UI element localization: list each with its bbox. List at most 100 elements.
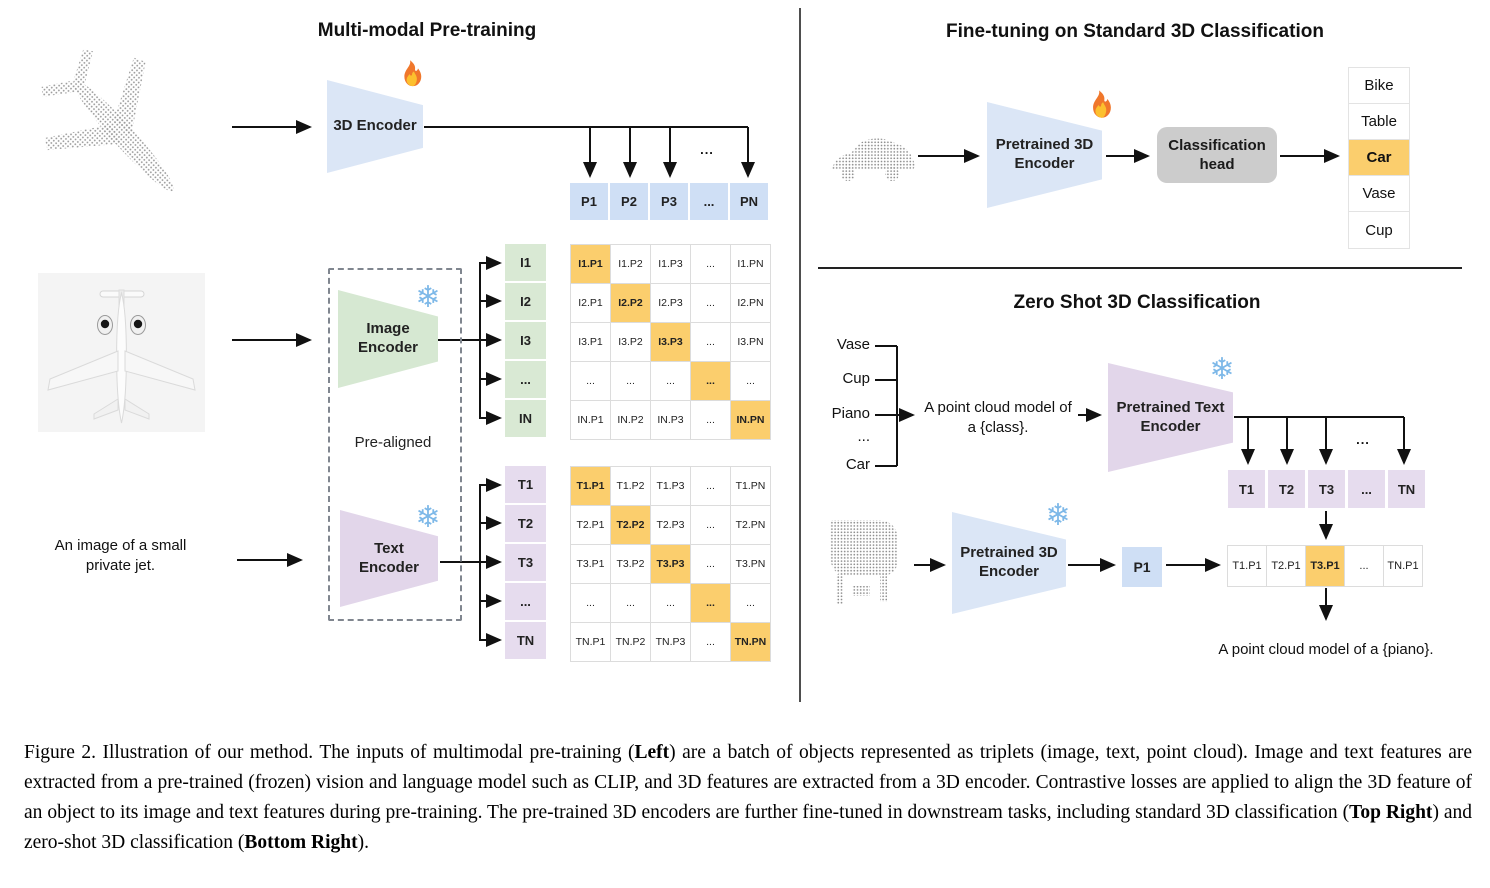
zeroshot-class-ellipsis: ...: [857, 428, 870, 445]
airplane-image: [38, 273, 205, 432]
point-feature-cell: P3: [650, 183, 688, 220]
text-point-similarity-matrix: T1.P1 T1.P2 T1.P3... T1.PN T2.P1 T2.P2 T2.P3..…: [570, 466, 771, 662]
similarity-matrix-cell: I3.P3: [651, 323, 690, 361]
class-list-item: Cup: [1349, 212, 1409, 248]
zeroshot-similarity-row: T1.P1 T2.P1 T3.P1... TN.P1: [1227, 545, 1423, 587]
text-feature-column: T1 T2 T3... TN: [505, 466, 546, 659]
similarity-matrix-cell: ...: [611, 362, 650, 400]
similarity-matrix-cell: T2.PN: [731, 506, 770, 544]
similarity-matrix-cell: ...: [691, 467, 730, 505]
similarity-matrix-cell: ...: [651, 362, 690, 400]
image-feature-column: I1 I2 I3... IN: [505, 244, 546, 437]
similarity-matrix-cell: ...: [691, 362, 730, 400]
similarity-matrix-cell: ...: [691, 506, 730, 544]
zeroshot-class-vase: Vase: [836, 336, 870, 353]
similarity-matrix-cell: I1.P1: [571, 245, 610, 283]
zeroshot-text-feature-row: T1 T2 T3... TN: [1228, 470, 1425, 508]
text-feature-cell: T1: [505, 466, 546, 503]
pretraining-title: Multi-modal Pre-training: [317, 20, 537, 41]
point-feature-cell: ...: [690, 183, 728, 220]
similarity-matrix-cell: I2.P1: [571, 284, 610, 322]
zeroshot-class-cup: Cup: [842, 370, 870, 387]
piano-point-cloud: [830, 520, 898, 604]
similarity-matrix-cell: I3.P1: [571, 323, 610, 361]
similarity-matrix-cell: I1.P3: [651, 245, 690, 283]
similarity-cell: TN.P1: [1384, 546, 1422, 586]
airplane-point-cloud: [41, 49, 174, 192]
similarity-matrix-cell: T3.P3: [651, 545, 690, 583]
zeroshot-result-text: A point cloud model of a {piano}.: [1218, 641, 1434, 658]
point-feature-cell: P1: [570, 183, 608, 220]
text-feature-cell: T3: [505, 544, 546, 581]
car-point-cloud: [830, 138, 915, 181]
similarity-matrix-cell: ...: [691, 323, 730, 361]
point-feature-row: P1 P2 P3... PN: [570, 183, 768, 220]
zeroshot-text-feature-cell: T2: [1268, 470, 1305, 508]
similarity-matrix-cell: T1.P1: [571, 467, 610, 505]
class-list-item: Vase: [1349, 176, 1409, 212]
text-feature-cell: T2: [505, 505, 546, 542]
arrow-ellipsis: ...: [1356, 432, 1370, 447]
classification-head: Classification head: [1157, 127, 1277, 183]
arrow-ellipsis: ...: [700, 142, 714, 157]
similarity-cell: T1.P1: [1228, 546, 1266, 586]
similarity-matrix-cell: I2.P3: [651, 284, 690, 322]
image-feature-cell: ...: [505, 361, 546, 398]
text-encoder-label: Text Encoder: [358, 539, 419, 576]
image-point-similarity-matrix: I1.P1 I1.P2 I1.P3... I1.PN I2.P1 I2.P2 I2.P3..…: [570, 244, 771, 440]
zeroshot-title: Zero Shot 3D Classification: [1013, 292, 1261, 313]
zeroshot-class-car: Car: [845, 456, 870, 473]
point-feature-cell: P2: [610, 183, 648, 220]
point-feature-p1: P1: [1122, 547, 1162, 587]
similarity-matrix-cell: T3.P2: [611, 545, 650, 583]
zeroshot-text-feature-cell: T3: [1308, 470, 1345, 508]
similarity-matrix-cell: I2.PN: [731, 284, 770, 322]
similarity-matrix-cell: ...: [731, 584, 770, 622]
snowflake-icon: ❄: [415, 501, 441, 534]
class-list-item: Table: [1349, 104, 1409, 140]
similarity-matrix-cell: ...: [691, 284, 730, 322]
similarity-matrix-cell: T3.P1: [571, 545, 610, 583]
similarity-matrix-cell: TN.PN: [731, 623, 770, 661]
text-feature-cell: ...: [505, 583, 546, 620]
3d-encoder-label: 3D Encoder: [333, 117, 417, 135]
image-feature-cell: I2: [505, 283, 546, 320]
similarity-matrix-cell: T3.PN: [731, 545, 770, 583]
similarity-matrix-cell: ...: [691, 401, 730, 439]
similarity-matrix-cell: I3.P2: [611, 323, 650, 361]
similarity-matrix-cell: ...: [691, 584, 730, 622]
similarity-matrix-cell: IN.P2: [611, 401, 650, 439]
similarity-matrix-cell: T2.P2: [611, 506, 650, 544]
pretrained-text-encoder-label: Pretrained Text Encoder: [1116, 398, 1225, 435]
image-feature-cell: I3: [505, 322, 546, 359]
class-list-item: Bike: [1349, 68, 1409, 104]
similarity-cell: T2.P1: [1267, 546, 1305, 586]
image-feature-cell: I1: [505, 244, 546, 281]
similarity-matrix-cell: ...: [571, 362, 610, 400]
similarity-matrix-cell: I3.PN: [731, 323, 770, 361]
text-input-caption: An image of a small private jet.: [54, 537, 187, 575]
similarity-matrix-cell: I2.P2: [611, 284, 650, 322]
zeroshot-pretrained-3d-encoder-label: Pretrained 3D Encoder: [960, 544, 1058, 580]
classification-head-label: Classification head: [1168, 136, 1266, 174]
similarity-matrix-cell: I1.PN: [731, 245, 770, 283]
similarity-matrix-cell: IN.PN: [731, 401, 770, 439]
similarity-matrix-cell: IN.P3: [651, 401, 690, 439]
zeroshot-text-feature-cell: ...: [1348, 470, 1385, 508]
similarity-matrix-cell: ...: [691, 545, 730, 583]
prealigned-box: [328, 268, 462, 621]
zeroshot-text-feature-cell: T1: [1228, 470, 1265, 508]
similarity-matrix-cell: TN.P1: [571, 623, 610, 661]
snowflake-icon: ❄: [1209, 353, 1235, 386]
fire-icon: [392, 56, 428, 96]
figure-caption: Figure 2. Illustration of our method. Th…: [24, 741, 1473, 854]
class-prediction-list: Bike Table Car Vase Cup: [1348, 67, 1410, 249]
pretrained-3d-encoder-label: Pretrained 3D Encoder: [995, 136, 1094, 172]
similarity-matrix-cell: ...: [611, 584, 650, 622]
prompt-template-text: A point cloud model of a {class}.: [924, 399, 1072, 437]
similarity-matrix-cell: T1.PN: [731, 467, 770, 505]
class-list-item: Car: [1349, 140, 1409, 176]
similarity-matrix-cell: ...: [571, 584, 610, 622]
finetuning-title: Fine-tuning on Standard 3D Classificatio…: [946, 21, 1324, 42]
